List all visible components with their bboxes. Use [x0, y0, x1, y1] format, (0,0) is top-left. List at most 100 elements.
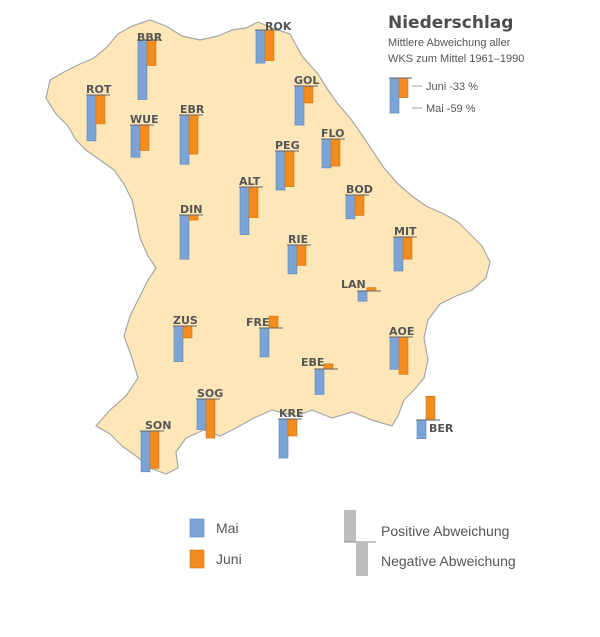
- station-son: SON: [140, 419, 171, 473]
- mai-bar: [321, 138, 332, 169]
- juni-bar: [287, 418, 298, 437]
- station-label: MIT: [394, 225, 417, 238]
- legend-mai-label: Mai: [216, 520, 239, 536]
- station-label: SON: [145, 419, 171, 432]
- map-title: Niederschlag: [388, 13, 513, 33]
- legend-positive-bar: [344, 510, 356, 542]
- station-aoe: AOE: [389, 325, 414, 375]
- station-layer: BBR ROK ROT WUE GOL EBR FLO PEG ALT BOD DIN MIT RIE L…: [86, 20, 454, 473]
- station-sog: SOG: [196, 387, 223, 439]
- juni-bar: [268, 315, 279, 329]
- station-alt: ALT: [239, 175, 263, 235]
- station-label: KRE: [279, 407, 304, 420]
- station-zus: ZUS: [173, 314, 198, 363]
- mai-bar: [239, 186, 250, 235]
- station-lan: LAN: [341, 278, 381, 302]
- summary-mai-label: Mai -59 %: [426, 103, 476, 115]
- mai-bar: [345, 194, 356, 220]
- station-label: BOD: [346, 183, 373, 196]
- mai-bar: [393, 236, 404, 272]
- station-label: WUE: [130, 113, 159, 126]
- summary-juni-bar: [398, 77, 409, 98]
- station-ebr: EBR: [179, 103, 205, 165]
- station-ber: BER: [416, 395, 454, 440]
- juni-bar: [139, 124, 150, 151]
- bavaria-outline: [45, 19, 491, 475]
- station-ebe: EBE: [301, 356, 338, 395]
- juni-bar: [205, 398, 216, 439]
- station-rok: ROK: [255, 20, 292, 64]
- mai-bar: [278, 418, 289, 459]
- juni-bar: [296, 244, 307, 266]
- juni-bar: [95, 94, 106, 125]
- station-din: DIN: [179, 203, 203, 260]
- station-wue: WUE: [130, 113, 159, 158]
- mai-bar: [255, 29, 266, 64]
- juni-bar: [398, 336, 409, 375]
- mai-bar: [179, 114, 190, 165]
- juni-bar: [323, 363, 334, 370]
- station-fre: FRE: [246, 315, 283, 358]
- station-label: LAN: [341, 278, 366, 291]
- juni-bar: [149, 430, 160, 469]
- juni-bar: [182, 325, 193, 339]
- juni-bar: [366, 287, 377, 292]
- juni-bar: [303, 85, 314, 104]
- mai-bar: [130, 124, 141, 158]
- mai-bar: [357, 290, 368, 302]
- juni-bar: [188, 114, 199, 155]
- subtitle-line-1: Mittlere Abweichung aller: [388, 37, 511, 49]
- station-label: ZUS: [173, 314, 198, 327]
- juni-bar: [425, 395, 436, 421]
- station-label: ROK: [265, 20, 292, 33]
- station-label: BBR: [137, 31, 163, 44]
- juni-bar: [264, 29, 275, 61]
- subtitle-line-2: WKS zum Mittel 1961–1990: [388, 53, 524, 65]
- legend-mai-swatch: [189, 518, 205, 538]
- juni-bar: [402, 236, 413, 260]
- station-label: EBE: [301, 356, 324, 369]
- station-label: EBR: [180, 103, 205, 116]
- mai-bar: [294, 85, 305, 126]
- juni-bar: [284, 150, 295, 188]
- summary-key: [389, 77, 422, 114]
- station-label: DIN: [180, 203, 202, 216]
- station-flo: FLO: [321, 127, 345, 169]
- juni-bar: [248, 186, 259, 218]
- station-bbr: BBR: [137, 31, 163, 100]
- mai-bar: [179, 214, 190, 260]
- mai-bar: [416, 419, 427, 440]
- legend-negative-label: Negative Abweichung: [381, 553, 516, 569]
- station-kre: KRE: [278, 407, 304, 459]
- juni-bar: [330, 138, 341, 167]
- legend-juni-label: Juni: [216, 551, 242, 567]
- station-label: FRE: [246, 316, 270, 329]
- station-bod: BOD: [345, 183, 373, 220]
- juni-bar: [354, 194, 365, 216]
- station-label: AOE: [389, 325, 414, 338]
- station-label: ALT: [239, 175, 261, 188]
- station-label: ROT: [86, 83, 112, 96]
- station-rot: ROT: [86, 83, 112, 142]
- summary-juni-label: Juni -33 %: [426, 81, 478, 93]
- mai-bar: [140, 430, 151, 473]
- station-label: PEG: [275, 139, 300, 152]
- station-label: RIE: [288, 233, 308, 246]
- mai-bar: [173, 325, 184, 363]
- legend-juni-swatch: [189, 549, 205, 569]
- mai-bar: [196, 398, 207, 430]
- station-gol: GOL: [294, 74, 319, 126]
- station-label: BER: [429, 422, 454, 435]
- mai-bar: [389, 336, 400, 370]
- mai-bar: [275, 150, 286, 191]
- legend-negative-bar: [356, 542, 368, 576]
- mai-bar: [259, 327, 270, 358]
- station-label: FLO: [321, 127, 344, 140]
- mai-bar: [86, 94, 97, 142]
- legend-positive-label: Positive Abweichung: [381, 523, 509, 539]
- mai-bar: [137, 39, 148, 100]
- summary-mai-bar: [389, 77, 400, 114]
- mai-bar: [287, 244, 298, 275]
- station-label: SOG: [197, 387, 223, 400]
